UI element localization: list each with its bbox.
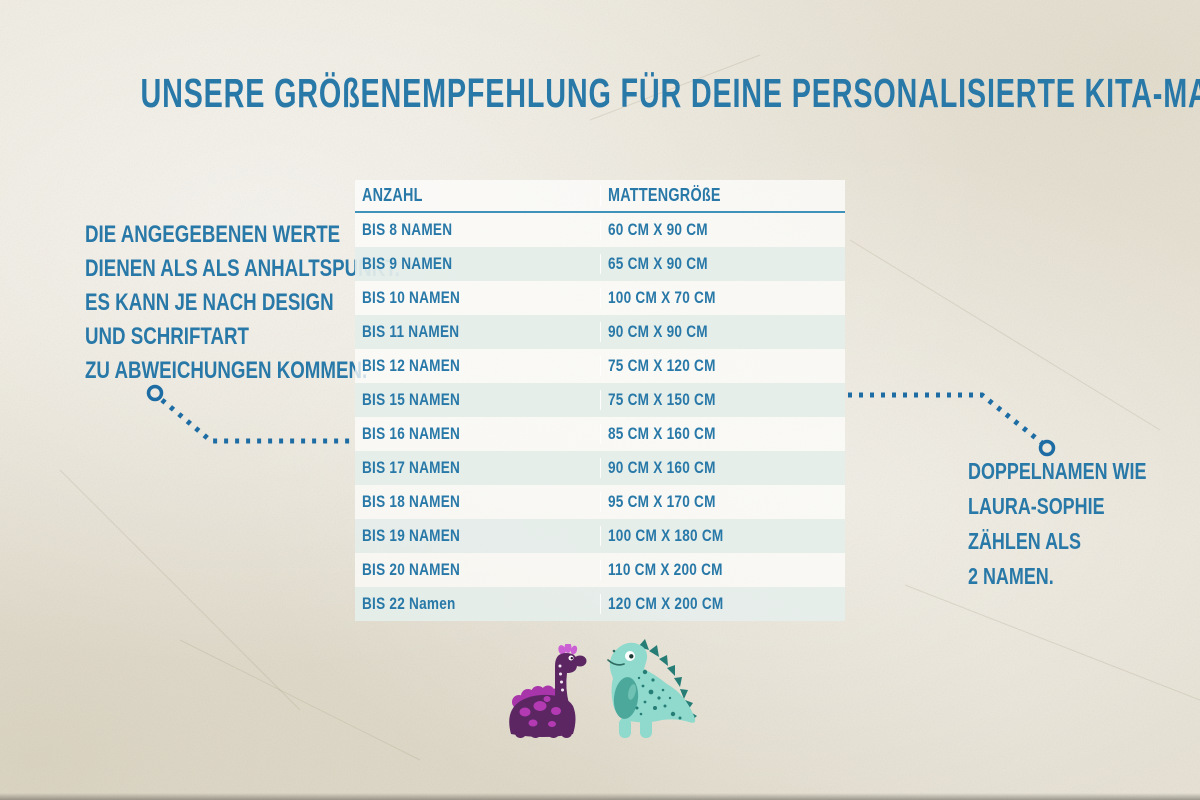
left-note-line: UND SCHRIFTART [85, 323, 249, 350]
cell-anzahl: BIS 19 NAMEN [362, 526, 461, 545]
column-header-anzahl: ANZAHL [362, 185, 423, 205]
page-title: UNSERE GRÖßENEMPFEHLUNG FÜR DEINE PERSON… [0, 70, 1200, 116]
table-row: BIS 11 NAMEN 90 CM X 90 CM [355, 315, 845, 349]
teal-dinosaur-icon [607, 639, 697, 738]
cell-anzahl: BIS 16 NAMEN [362, 424, 461, 443]
table-row: BIS 8 NAMEN 60 CM X 90 CM [355, 213, 845, 247]
cell-anzahl: BIS 15 NAMEN [362, 390, 461, 409]
table-row: BIS 17 NAMEN 90 CM X 160 CM [355, 451, 845, 485]
cell-groesse: 65 CM X 90 CM [608, 254, 708, 273]
size-table-header: ANZAHL MATTENGRÖßE [355, 180, 845, 213]
right-note-line: ZÄHLEN ALS [968, 528, 1081, 554]
left-connector-line [160, 398, 352, 444]
right-connector-ring [1038, 439, 1056, 457]
table-row: BIS 19 NAMEN 100 CM X 180 CM [355, 519, 845, 553]
left-connector-ring [146, 384, 164, 402]
right-connector-line [848, 392, 1044, 445]
table-row: BIS 10 NAMEN 100 CM X 70 CM [355, 281, 845, 315]
cell-groesse: 75 CM X 150 CM [608, 390, 716, 409]
left-note: DIE ANGEGEBENEN WERTE DIENEN ALS ALS ANH… [85, 218, 400, 388]
cell-anzahl: BIS 8 NAMEN [362, 220, 453, 239]
cell-anzahl: BIS 20 NAMEN [362, 560, 461, 579]
cell-groesse: 75 CM X 120 CM [608, 356, 716, 375]
right-note: DOPPELNAMEN WIE LAURA-SOPHIE ZÄHLEN ALS … [968, 454, 1146, 594]
right-note-line: 2 NAMEN. [968, 563, 1054, 589]
cell-groesse: 85 CM X 160 CM [608, 424, 716, 443]
size-table: ANZAHL MATTENGRÖßE BIS 8 NAMEN 60 CM X 90… [355, 180, 845, 621]
cell-anzahl: BIS 10 NAMEN [362, 288, 461, 307]
right-note-line: DOPPELNAMEN WIE [968, 458, 1147, 484]
table-row: BIS 9 NAMEN 65 CM X 90 CM [355, 247, 845, 281]
table-row: BIS 18 NAMEN 95 CM X 170 CM [355, 485, 845, 519]
purple-dinosaur-icon [509, 644, 587, 738]
right-note-line: LAURA-SOPHIE [968, 493, 1105, 519]
cell-groesse: 90 CM X 160 CM [608, 458, 716, 477]
left-note-line: DIE ANGEGEBENEN WERTE [85, 221, 341, 248]
cell-anzahl: BIS 17 NAMEN [362, 458, 461, 477]
cell-groesse: 110 CM X 200 CM [608, 560, 723, 579]
cell-anzahl: BIS 11 NAMEN [362, 322, 460, 341]
photo-bottom-edge [0, 793, 1200, 800]
cell-groesse: 60 CM X 90 CM [608, 220, 708, 239]
left-note-line: ES KANN JE NACH DESIGN [85, 289, 334, 316]
cell-groesse: 95 CM X 170 CM [608, 492, 716, 511]
table-row: BIS 15 NAMEN 75 CM X 150 CM [355, 383, 845, 417]
left-note-line: DIENEN ALS ALS ANHALTSPUNKT. [85, 255, 400, 282]
column-header-mattengroesse: MATTENGRÖßE [608, 185, 721, 205]
cell-anzahl: BIS 18 NAMEN [362, 492, 461, 511]
table-row: BIS 16 NAMEN 85 CM X 160 CM [355, 417, 845, 451]
table-row: BIS 12 NAMEN 75 CM X 120 CM [355, 349, 845, 383]
cell-anzahl: BIS 12 NAMEN [362, 356, 461, 375]
cell-anzahl: BIS 22 Namen [362, 594, 456, 613]
cell-anzahl: BIS 9 NAMEN [362, 254, 453, 273]
cell-groesse: 90 CM X 90 CM [608, 322, 708, 341]
cell-groesse: 100 CM X 70 CM [608, 288, 716, 307]
page-title-text: UNSERE GRÖßENEMPFEHLUNG FÜR DEINE PERSON… [140, 70, 1200, 116]
table-row: BIS 22 Namen 120 CM X 200 CM [355, 587, 845, 621]
cell-groesse: 120 CM X 200 CM [608, 594, 724, 613]
left-note-line: ZU ABWEICHUNGEN KOMMEN. [85, 357, 368, 384]
cell-groesse: 100 CM X 180 CM [608, 526, 724, 545]
table-row: BIS 20 NAMEN 110 CM X 200 CM [355, 553, 845, 587]
